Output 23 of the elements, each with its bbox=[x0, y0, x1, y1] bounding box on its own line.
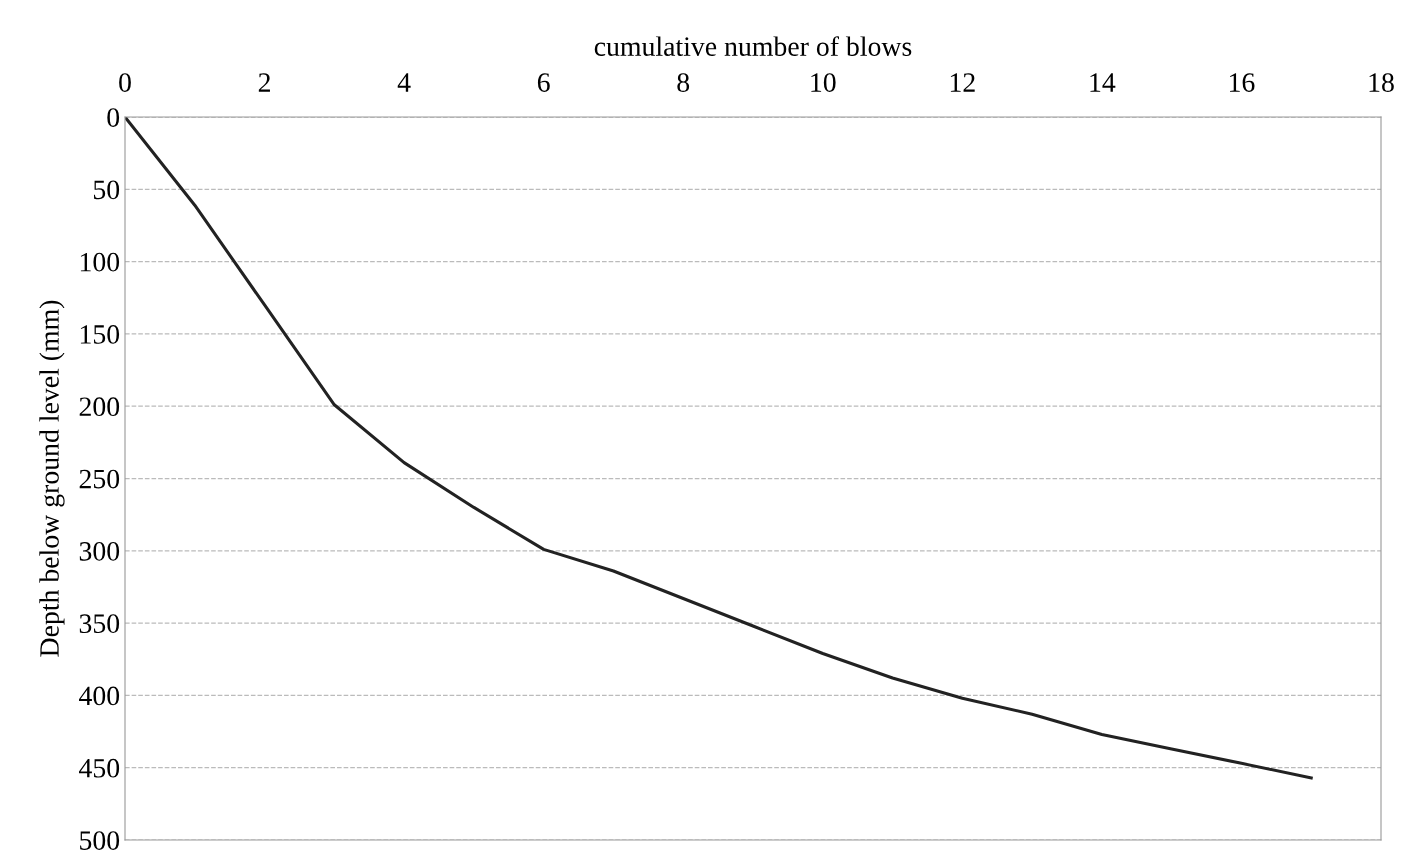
y-tick-label: 400 bbox=[79, 686, 120, 706]
y-tick-label: 100 bbox=[80, 252, 120, 272]
y-tick-label: 0 bbox=[107, 108, 120, 127]
x-tick-label: 8 bbox=[677, 73, 690, 92]
x-tick-label: 6 bbox=[537, 73, 550, 92]
line-series bbox=[125, 117, 1313, 780]
y-axis-title: Depth below ground level (mm) bbox=[39, 300, 65, 657]
y-tick-label: 450 bbox=[79, 758, 120, 778]
x-axis-title: cumulative number of blows bbox=[594, 36, 912, 56]
y-tick-label: 200 bbox=[79, 397, 120, 417]
y-tick-label: 150 bbox=[80, 325, 120, 344]
x-tick-label: 12 bbox=[950, 73, 975, 92]
x-tick-label: 2 bbox=[258, 73, 270, 92]
y-tick-label: 250 bbox=[79, 469, 120, 489]
x-tick-label: 4 bbox=[397, 73, 411, 92]
x-tick-label: 18 bbox=[1369, 73, 1394, 92]
x-tick-label: 16 bbox=[1230, 73, 1255, 92]
x-tick-label: 10 bbox=[811, 73, 836, 92]
y-tick-label: 300 bbox=[79, 541, 120, 561]
x-tick-label: 14 bbox=[1090, 73, 1116, 92]
y-tick-label: 350 bbox=[79, 614, 120, 634]
y-tick-label: 50 bbox=[93, 180, 120, 200]
y-tick-label: 500 bbox=[80, 831, 120, 850]
